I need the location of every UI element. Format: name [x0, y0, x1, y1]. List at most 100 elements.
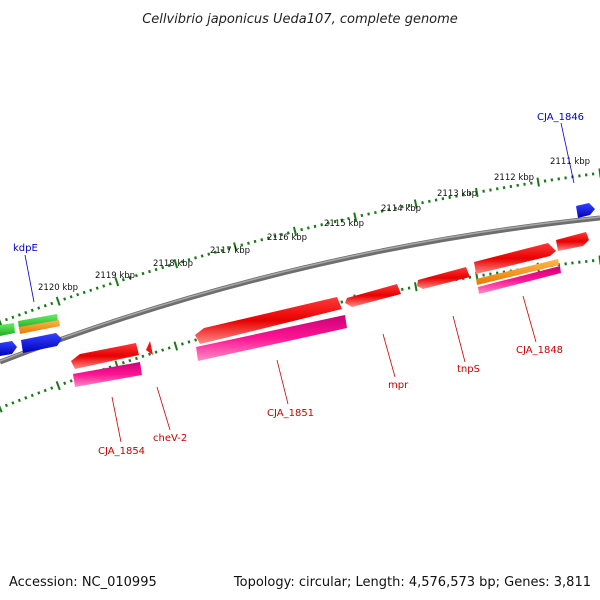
- kbp-label-2118: 2118 kbp: [153, 259, 193, 269]
- inner-ring-tick: [148, 352, 152, 356]
- kbp-label-2111: 2111 kbp: [550, 157, 590, 167]
- gene-cja-1851-red[interactable]: [195, 297, 342, 344]
- outer-ring-tick: [260, 238, 264, 242]
- kbp-label-2116: 2116 kbp: [267, 233, 307, 243]
- gene-callouts: CJA_1846 kdpE CJA_1848 tnpS mpr CJA_1851…: [13, 112, 584, 457]
- outer-ring-tick: [220, 248, 224, 253]
- gene-chev-2[interactable]: [146, 341, 153, 355]
- outer-ring-tick: [407, 203, 411, 208]
- inner-ring-tick: [141, 354, 145, 358]
- outer-ring-tick: [495, 187, 499, 191]
- label-cja-1848[interactable]: CJA_1848: [516, 345, 563, 356]
- label-mpr[interactable]: mpr: [388, 380, 409, 391]
- outer-ring-tick: [114, 277, 120, 287]
- outer-ring-tick: [253, 239, 257, 244]
- gene-cja-1854-red[interactable]: [71, 343, 139, 369]
- outer-ring-tick: [187, 258, 191, 262]
- label-chev-2[interactable]: cheV-2: [153, 433, 187, 444]
- inner-ring-tick: [30, 393, 34, 398]
- outer-ring-tick: [63, 297, 67, 301]
- outer-ring-tick: [4, 317, 8, 322]
- outer-ring-tick: [280, 232, 284, 237]
- outer-ring-tick: [161, 265, 165, 270]
- gene-cja-1854-magenta[interactable]: [73, 362, 142, 387]
- gene-kdpe-green[interactable]: [18, 314, 58, 329]
- outer-ring-tick: [11, 315, 15, 319]
- label-cja-1854[interactable]: CJA_1854: [98, 446, 145, 457]
- inner-ring-tick: [407, 286, 411, 290]
- outer-ring-tick: [320, 223, 324, 227]
- callout-line-cja-1854: [111, 396, 122, 443]
- kbp-label-2117: 2117 kbp: [210, 246, 250, 256]
- callout-line-cja-1851: [276, 359, 289, 405]
- inner-ring-tick: [4, 403, 9, 408]
- inner-ring-tick: [37, 391, 41, 395]
- outer-ring-tick: [233, 242, 238, 252]
- outer-ring-tick: [353, 212, 358, 222]
- outer-tick-ring: [0, 168, 600, 327]
- outer-ring-tick: [95, 286, 99, 290]
- outer-ring-tick: [413, 199, 418, 209]
- callout-line-chev-2: [156, 386, 171, 431]
- callout-line-cja-1846: [560, 122, 575, 184]
- inner-ring-tick: [414, 282, 418, 292]
- inner-ring-tick: [69, 379, 73, 383]
- outer-ring-tick: [448, 195, 451, 199]
- gene-mpr[interactable]: [345, 284, 401, 307]
- gene-cja-1846[interactable]: [576, 203, 595, 218]
- gene-kdpe-blue[interactable]: [21, 333, 62, 353]
- gene-tnps[interactable]: [417, 267, 470, 289]
- kbp-label-2113: 2113 kbp: [437, 189, 477, 199]
- gene-right-edge[interactable]: [556, 232, 589, 251]
- outer-ring-tick: [273, 234, 277, 238]
- outer-ring-tick: [441, 197, 445, 201]
- gene-cja-1848-magenta[interactable]: [478, 266, 561, 294]
- inner-ring-tick: [17, 398, 21, 403]
- outer-ring-tick: [421, 201, 424, 205]
- inner-ring-tick: [194, 338, 198, 342]
- callout-line-mpr: [382, 333, 396, 378]
- kbp-label-2119: 2119 kbp: [95, 271, 135, 281]
- outer-ring-tick: [367, 212, 370, 216]
- accession-text: Accession: NC_010995: [9, 575, 157, 590]
- outer-ring-tick: [394, 206, 397, 210]
- outer-ring-tick: [167, 263, 171, 268]
- inner-ring-tick: [134, 356, 138, 361]
- outer-ring-tick: [557, 177, 561, 181]
- outer-ring-tick: [17, 313, 21, 317]
- outer-ring-tick: [461, 193, 465, 197]
- label-cja-1851[interactable]: CJA_1851: [267, 408, 314, 419]
- label-tnps[interactable]: tnpS: [457, 364, 480, 375]
- outer-ring-tick: [154, 267, 158, 272]
- gene-cja-1848-red[interactable]: [474, 243, 556, 274]
- outer-ring-tick: [313, 224, 317, 228]
- outer-ring-tick: [360, 213, 364, 218]
- outer-ring-tick: [50, 301, 54, 306]
- outer-ring-tick: [148, 269, 151, 274]
- gene-left-green[interactable]: [0, 323, 15, 336]
- label-kdpe[interactable]: kdpE: [13, 243, 38, 254]
- gene-left-blue[interactable]: [0, 341, 17, 356]
- topology-text: Topology: circular; Length: 4,576,573 bp…: [233, 575, 591, 590]
- outer-ring-tick: [89, 288, 93, 292]
- label-cja-1846[interactable]: CJA_1846: [537, 112, 584, 123]
- outer-ring-tick: [227, 246, 231, 251]
- inner-ring-tick: [167, 346, 171, 350]
- outer-ring-tick: [121, 278, 125, 282]
- outer-ring-tick: [76, 292, 80, 297]
- gene-cja-1851-magenta[interactable]: [196, 315, 347, 361]
- outer-ring-tick: [43, 304, 47, 308]
- outer-ring-tick: [30, 308, 34, 312]
- outer-ring-tick: [82, 290, 86, 295]
- inner-ring-tick: [340, 300, 344, 304]
- forward-genes: [0, 203, 595, 387]
- outer-ring-tick: [327, 221, 330, 225]
- gene-cja-1848-orange[interactable]: [476, 259, 559, 285]
- outer-ring-tick: [489, 188, 492, 192]
- genome-title: Cellvibrio japonicus Ueda107, complete g…: [142, 12, 458, 27]
- outer-ring-tick: [102, 284, 106, 288]
- inner-ring-tick: [128, 358, 132, 363]
- outer-ring-tick: [266, 236, 270, 240]
- gene-kdpe-orange[interactable]: [19, 320, 60, 334]
- callout-line-tnps: [452, 315, 466, 363]
